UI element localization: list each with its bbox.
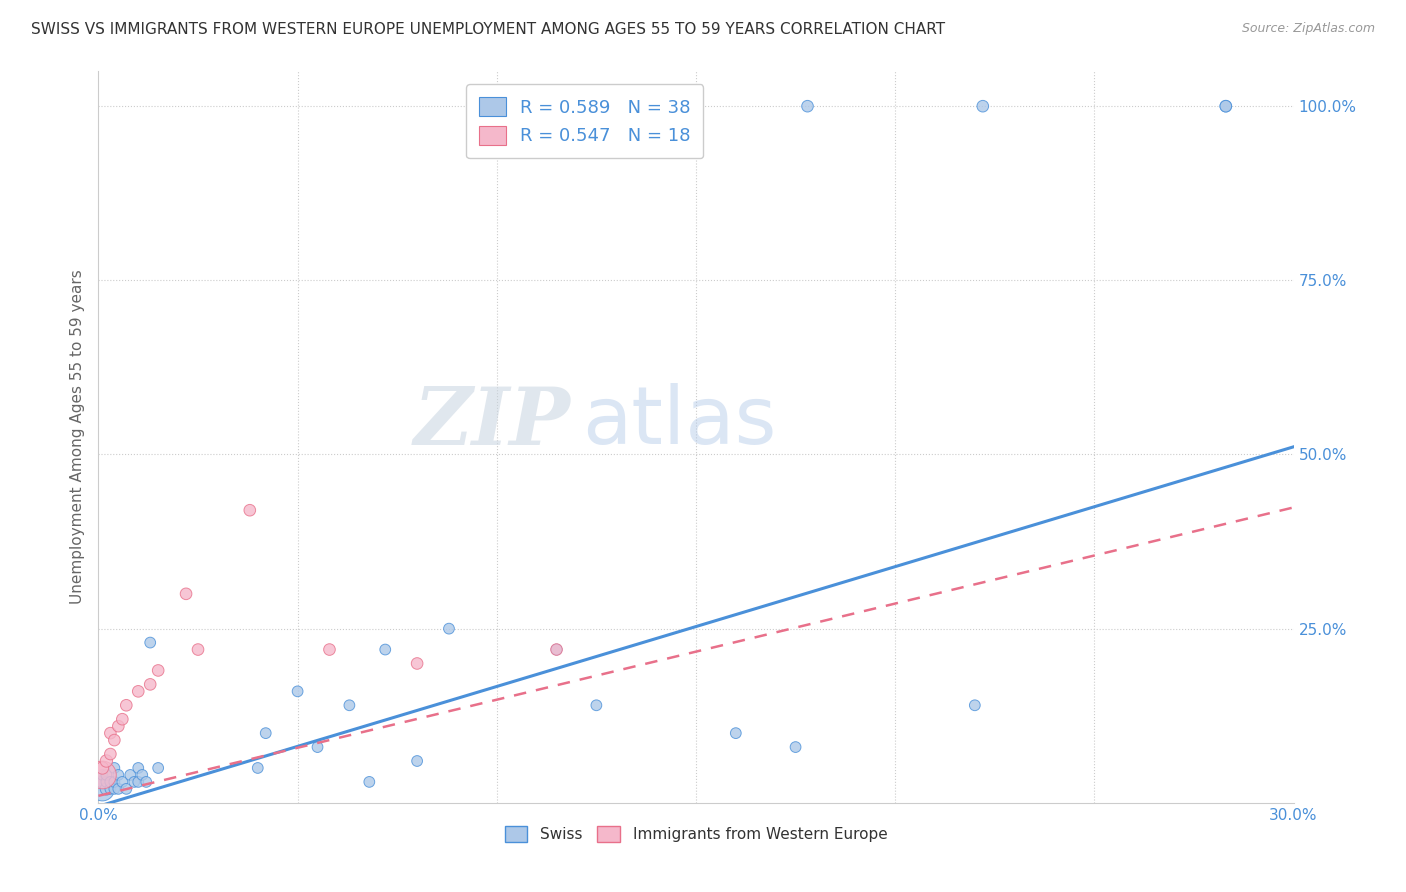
Y-axis label: Unemployment Among Ages 55 to 59 years: Unemployment Among Ages 55 to 59 years — [69, 269, 84, 605]
Point — [785, 740, 807, 755]
Point — [98, 781, 122, 796]
Point — [124, 775, 146, 789]
Point — [287, 684, 309, 698]
Point — [972, 99, 994, 113]
Point — [135, 775, 157, 789]
Point — [107, 719, 129, 733]
Point — [111, 712, 134, 726]
Point — [174, 587, 197, 601]
Point — [115, 781, 138, 796]
Point — [96, 781, 118, 796]
Legend: Swiss, Immigrants from Western Europe: Swiss, Immigrants from Western Europe — [496, 819, 896, 850]
Point — [103, 775, 125, 789]
Point — [98, 726, 122, 740]
Text: ZIP: ZIP — [413, 384, 571, 461]
Point — [98, 747, 122, 761]
Point — [1215, 99, 1237, 113]
Text: Source: ZipAtlas.com: Source: ZipAtlas.com — [1241, 22, 1375, 36]
Point — [963, 698, 986, 713]
Point — [187, 642, 209, 657]
Point — [96, 768, 118, 782]
Point — [148, 664, 170, 678]
Point — [1215, 99, 1237, 113]
Point — [359, 775, 381, 789]
Point — [127, 775, 149, 789]
Point — [246, 761, 269, 775]
Point — [107, 768, 129, 782]
Point — [91, 768, 114, 782]
Point — [239, 503, 262, 517]
Point — [96, 754, 118, 768]
Point — [724, 726, 747, 740]
Point — [139, 677, 162, 691]
Point — [546, 642, 568, 657]
Point — [103, 761, 125, 775]
Point — [406, 754, 429, 768]
Point — [91, 775, 114, 789]
Point — [91, 768, 114, 782]
Point — [127, 684, 149, 698]
Point — [148, 761, 170, 775]
Point — [374, 642, 396, 657]
Point — [127, 761, 149, 775]
Point — [91, 781, 114, 796]
Point — [120, 768, 142, 782]
Point — [91, 761, 114, 775]
Point — [318, 642, 340, 657]
Point — [103, 733, 125, 747]
Point — [406, 657, 429, 671]
Point — [254, 726, 277, 740]
Point — [111, 775, 134, 789]
Point — [796, 99, 818, 113]
Point — [339, 698, 361, 713]
Point — [98, 775, 122, 789]
Point — [307, 740, 329, 755]
Point — [437, 622, 460, 636]
Point — [139, 635, 162, 649]
Point — [103, 781, 125, 796]
Point — [546, 642, 568, 657]
Point — [131, 768, 153, 782]
Point — [115, 698, 138, 713]
Text: SWISS VS IMMIGRANTS FROM WESTERN EUROPE UNEMPLOYMENT AMONG AGES 55 TO 59 YEARS C: SWISS VS IMMIGRANTS FROM WESTERN EUROPE … — [31, 22, 945, 37]
Text: atlas: atlas — [582, 384, 776, 461]
Point — [96, 775, 118, 789]
Point — [107, 781, 129, 796]
Point — [585, 698, 607, 713]
